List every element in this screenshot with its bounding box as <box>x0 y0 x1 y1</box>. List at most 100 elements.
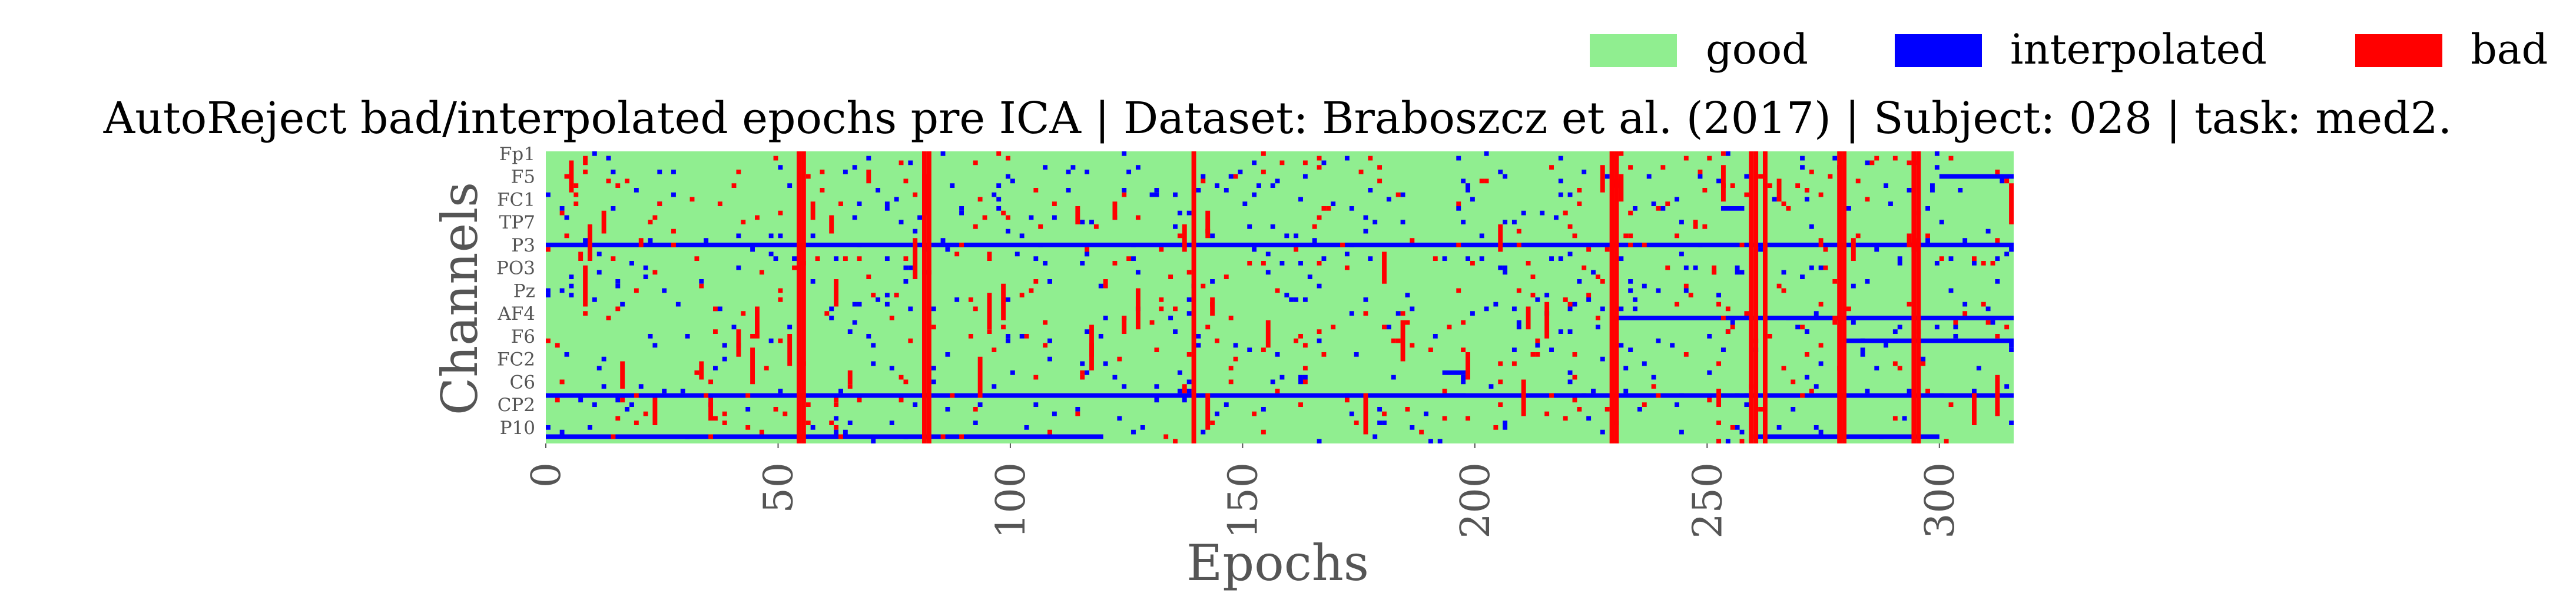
heatmap-cell-bad <box>1261 347 1266 352</box>
heatmap-cell-bad <box>899 398 904 403</box>
heatmap-cell-interpolated <box>1800 274 1805 279</box>
heatmap-cell-interpolated <box>1461 220 1466 224</box>
heatmap-cell-bad <box>555 398 560 403</box>
heatmap-cell-bad <box>736 334 741 357</box>
heatmap-cell-bad <box>1972 256 1977 261</box>
heatmap-cell-interpolated <box>1675 197 1679 202</box>
heatmap-column-bad <box>1837 151 1842 443</box>
heatmap-cell-bad <box>899 375 904 380</box>
heatmap-cell-interpolated <box>1553 215 1559 220</box>
heatmap-cell-bad <box>1205 324 1211 330</box>
heatmap-cell-bad <box>1683 352 1689 357</box>
heatmap-cell-bad <box>1985 320 1991 325</box>
heatmap-cell-bad <box>736 170 741 174</box>
heatmap-cell-interpolated <box>1660 206 1666 211</box>
heatmap-cell-interpolated <box>657 170 662 174</box>
heatmap-cell-interpolated <box>1511 347 1517 352</box>
heatmap-cell-bad <box>1168 274 1173 279</box>
heatmap-cell-interpolated <box>1503 425 1508 430</box>
heatmap-column-bad <box>1911 151 1917 443</box>
heatmap-cell-bad <box>1043 343 1048 348</box>
heatmap-cell-interpolated <box>1595 243 1600 247</box>
heatmap-cell-bad <box>1892 361 1898 366</box>
heatmap-cell-bad <box>1317 261 1322 266</box>
heatmap-cell-interpolated <box>559 429 565 435</box>
heatmap-cell-interpolated <box>1651 375 1656 380</box>
heatmap-cell-bad <box>1972 393 1977 425</box>
heatmap-row-interpolated <box>546 243 2014 247</box>
heatmap-cell-interpolated <box>1670 343 1675 348</box>
heatmap-cell-bad <box>1511 361 1517 366</box>
heatmap-cell-interpolated <box>1600 356 1605 362</box>
heatmap-cell-bad <box>820 188 825 193</box>
heatmap-cell-bad <box>1925 389 1930 393</box>
heatmap-cell-interpolated <box>838 389 843 393</box>
heatmap-cell-interpolated <box>1006 338 1010 343</box>
heatmap-cell-interpolated <box>1321 160 1327 165</box>
heatmap-cell-bad <box>1228 366 1234 370</box>
heatmap-cell-interpolated <box>1818 265 1824 270</box>
heatmap-cell-bad <box>1261 170 1266 174</box>
heatmap-cell-interpolated <box>884 302 890 307</box>
heatmap-cell-bad <box>750 347 755 385</box>
heatmap-cell-bad <box>1093 224 1099 229</box>
heatmap-cell-interpolated <box>1511 306 1517 312</box>
heatmap-cell-interpolated <box>1006 334 1010 339</box>
heatmap-cell-bad <box>2009 183 2014 224</box>
heatmap-cell-bad <box>1832 279 1838 284</box>
heatmap-cell-bad <box>834 425 839 430</box>
heatmap-cell-interpolated <box>1929 183 1935 188</box>
heatmap-cell-bad <box>1201 283 1206 289</box>
heatmap-cell-bad <box>1656 206 1661 211</box>
heatmap-cell-interpolated <box>1897 256 1902 261</box>
heatmap-cell-interpolated <box>1948 256 1954 261</box>
heatmap-cell-bad <box>1410 238 1415 243</box>
heatmap-cell-interpolated <box>1224 402 1229 407</box>
heatmap-cell-bad <box>1595 274 1600 279</box>
heatmap-cell-interpolated <box>996 183 1002 188</box>
heatmap-cell-interpolated <box>1131 256 1136 261</box>
heatmap-cell-interpolated <box>611 170 616 174</box>
heatmap-cell-interpolated <box>884 206 890 211</box>
heatmap-cell-bad <box>671 243 676 247</box>
heatmap-cell-interpolated <box>1479 233 1484 239</box>
heatmap-cell-bad <box>1317 155 1322 161</box>
heatmap-cell-bad <box>1549 393 1554 398</box>
heatmap-cell-bad <box>1298 334 1303 339</box>
heatmap-cell-bad <box>573 201 579 206</box>
heatmap-cell-interpolated <box>559 206 565 211</box>
heatmap-cell-bad <box>1410 343 1415 348</box>
heatmap-cell-interpolated <box>1628 288 1633 293</box>
heatmap-cell-interpolated <box>592 402 597 407</box>
heatmap-cell-bad <box>968 334 973 339</box>
heatmap-cell-bad <box>834 279 839 307</box>
heatmap-cell-bad <box>1981 261 1986 266</box>
heatmap-cell-bad <box>954 251 960 257</box>
heatmap-cell-bad <box>1279 160 1285 165</box>
heatmap-cell-interpolated <box>1377 407 1383 412</box>
heatmap-cell-interpolated <box>1080 361 1085 366</box>
heatmap-cell-interpolated <box>1953 334 1958 339</box>
heatmap-cell-bad <box>1739 243 1745 247</box>
heatmap-row-interpolated <box>546 393 2014 398</box>
heatmap-column-bad <box>801 151 806 443</box>
chart-title: AutoReject bad/interpolated epochs pre I… <box>103 93 2452 144</box>
heatmap-cells <box>546 151 2014 443</box>
heatmap-cell-interpolated <box>992 384 997 389</box>
heatmap-cell-bad <box>741 220 746 224</box>
heatmap-cell-interpolated <box>1679 220 1684 224</box>
heatmap-cell-interpolated <box>945 247 950 252</box>
heatmap-cell-bad <box>1215 338 1219 343</box>
heatmap-cell-interpolated <box>1818 361 1824 366</box>
heatmap-cell-interpolated <box>1470 197 1475 202</box>
heatmap-cell-bad <box>755 306 760 339</box>
heatmap-cell-bad <box>815 256 820 261</box>
heatmap-cell-interpolated <box>1186 311 1192 316</box>
heatmap-cell-interpolated <box>1716 293 1721 297</box>
heatmap-cell-bad <box>1572 398 1577 403</box>
heatmap-cell-bad <box>759 429 764 435</box>
heatmap-cell-interpolated <box>1298 379 1303 385</box>
heatmap-cell-interpolated <box>1275 352 1280 357</box>
heatmap-cell-interpolated <box>1558 256 1563 261</box>
heatmap-cell-interpolated <box>1284 293 1289 297</box>
